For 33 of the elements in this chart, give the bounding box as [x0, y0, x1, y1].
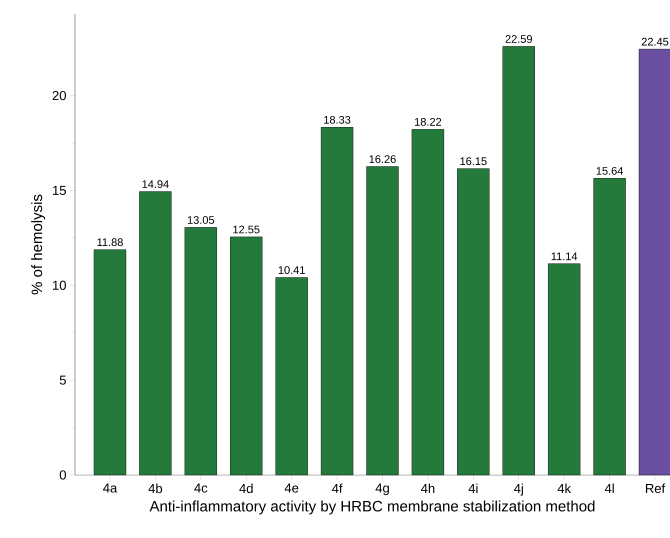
y-tick-label: 20 — [52, 90, 66, 100]
x-tick-label: 4h — [420, 484, 434, 493]
y-tick-label: 0 — [60, 470, 66, 480]
data-label: 13.05 — [188, 216, 214, 224]
y-tick-label: 10 — [53, 280, 66, 290]
data-label: 14.94 — [142, 180, 169, 188]
x-tick-label: 4c — [194, 484, 208, 493]
x-tick-label: 4f — [332, 484, 343, 493]
data-label: 18.33 — [324, 116, 350, 124]
x-tick-label: 4g — [376, 484, 389, 496]
y-axis-title: % of hemolysis — [31, 194, 46, 294]
data-label: 22.45 — [642, 38, 668, 46]
x-tick-label: 4j — [514, 484, 523, 496]
data-label: 22.59 — [506, 35, 532, 43]
data-label: 16.26 — [370, 155, 396, 163]
x-tick-label: 4b — [148, 484, 162, 494]
data-label: 11.88 — [97, 238, 123, 246]
x-tick-label: 4d — [239, 484, 253, 494]
x-tick-label: 4l — [604, 484, 614, 493]
data-label: 10.41 — [278, 266, 305, 274]
data-label: 11.14 — [552, 252, 578, 260]
y-tick-label: 15 — [53, 186, 66, 195]
x-tick-label: 4k — [558, 484, 572, 493]
data-label: 16.15 — [460, 157, 487, 166]
x-tick-label: 4e — [284, 484, 298, 493]
y-tick-label: 5 — [60, 376, 66, 385]
x-tick-label: 4i — [468, 484, 478, 493]
data-label: 12.55 — [233, 226, 260, 234]
data-label: 18.22 — [414, 118, 442, 126]
x-tick-label: 4a — [103, 484, 118, 493]
x-tick-label: Ref — [646, 484, 666, 494]
data-label: 15.64 — [596, 166, 624, 175]
x-axis-title: Anti-inflammatory activity by HRBC membrane stabilization method — [150, 500, 594, 514]
